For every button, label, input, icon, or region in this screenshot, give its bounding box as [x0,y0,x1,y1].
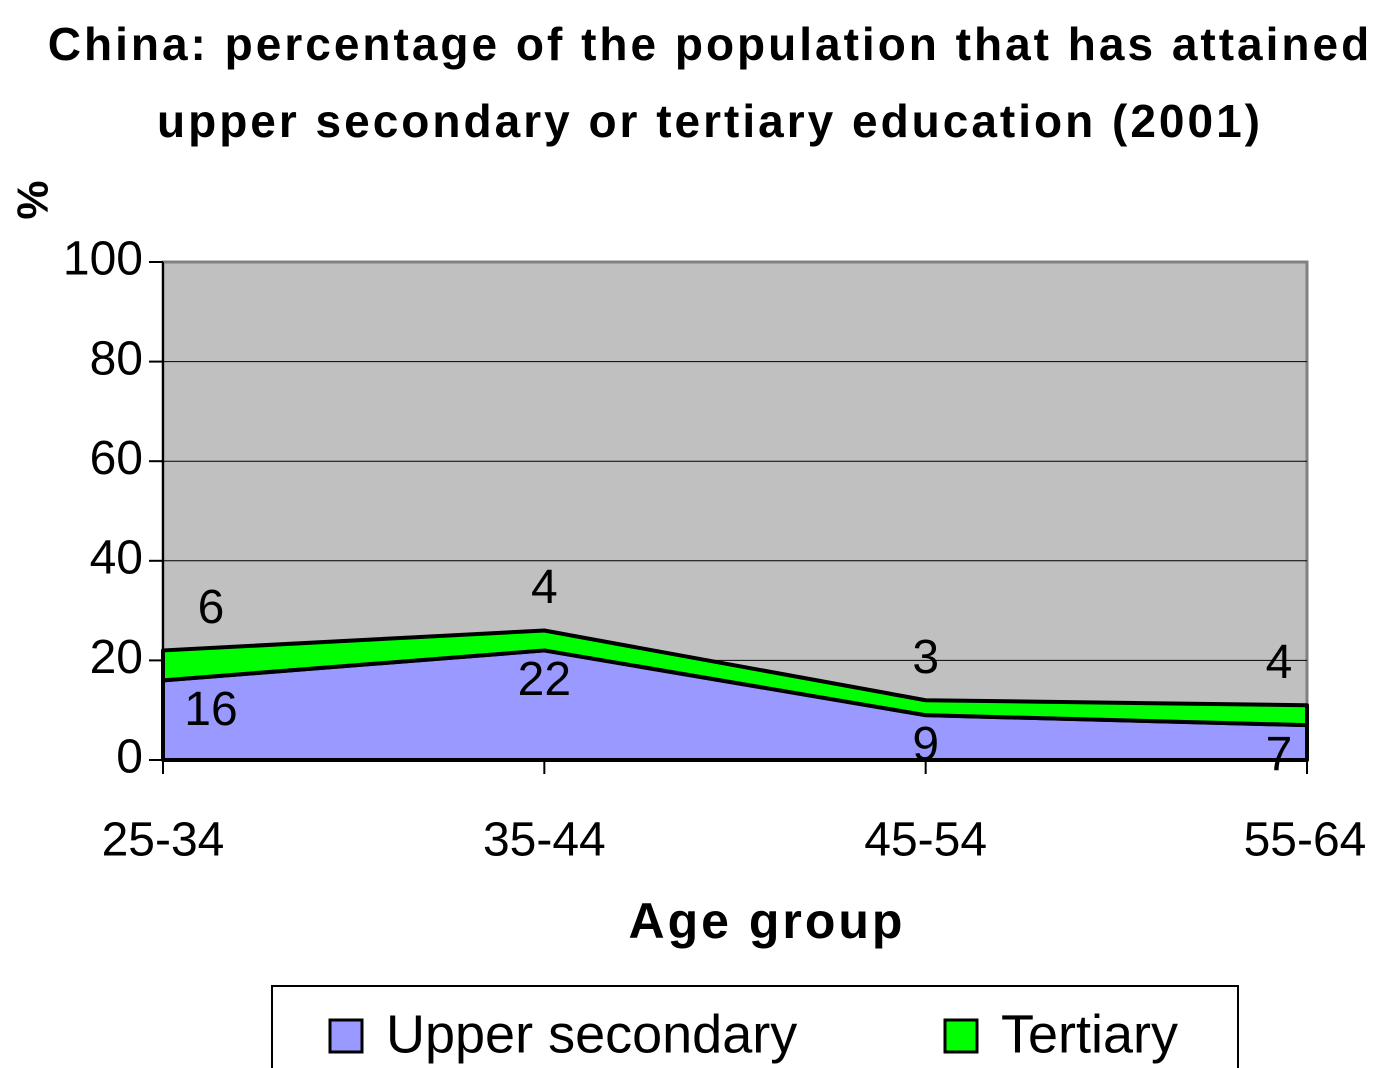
data-label: 22 [518,653,571,706]
y-tick-label: 60 [90,432,143,485]
x-axis-title: Age group [629,893,906,949]
y-axis-title: % [9,180,58,219]
chart-title: China: percentage of the population that… [47,18,1373,147]
x-tick-label: 55-64 [1244,814,1367,867]
y-tick-label: 20 [90,631,143,684]
x-tick-label: 45-54 [864,814,987,867]
data-label: 16 [184,683,237,736]
data-label: 4 [1266,636,1293,689]
legend [271,985,1239,1068]
legend-label: Upper secondary [386,1004,797,1064]
data-label: 3 [912,631,939,684]
data-label: 6 [198,581,225,634]
legend-swatch [943,1018,979,1054]
y-tick-label: 40 [90,531,143,584]
x-tick-label: 35-44 [483,814,606,867]
data-label: 7 [1266,728,1293,781]
legend-label: Tertiary [1001,1004,1178,1064]
y-tick-label: 100 [63,233,143,286]
legend-swatch [328,1018,364,1054]
y-tick-label: 0 [116,731,143,784]
x-tick-label: 25-34 [102,814,225,867]
data-label: 4 [531,561,558,614]
y-tick-label: 80 [90,332,143,385]
area [161,628,1309,728]
